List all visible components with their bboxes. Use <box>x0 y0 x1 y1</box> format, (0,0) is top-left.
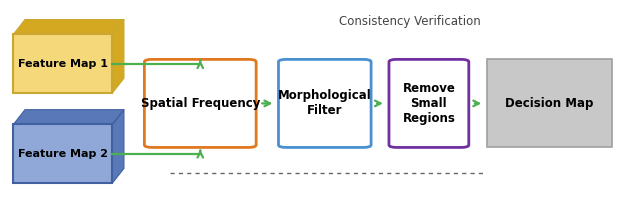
FancyBboxPatch shape <box>145 59 256 147</box>
Polygon shape <box>113 20 124 93</box>
FancyBboxPatch shape <box>13 34 113 93</box>
Text: Remove
Small
Regions: Remove Small Regions <box>403 82 455 125</box>
FancyBboxPatch shape <box>487 59 612 147</box>
Text: Spatial Frequency: Spatial Frequency <box>141 97 260 110</box>
FancyBboxPatch shape <box>278 59 371 147</box>
Polygon shape <box>113 110 124 183</box>
FancyBboxPatch shape <box>389 59 468 147</box>
Text: Consistency Verification: Consistency Verification <box>339 15 480 28</box>
Text: Morphological
Filter: Morphological Filter <box>278 89 372 117</box>
Polygon shape <box>13 20 124 34</box>
Polygon shape <box>13 110 124 124</box>
FancyBboxPatch shape <box>13 124 113 183</box>
Text: Feature Map 1: Feature Map 1 <box>18 59 108 69</box>
Text: Feature Map 2: Feature Map 2 <box>18 149 108 159</box>
Text: Decision Map: Decision Map <box>506 97 594 110</box>
